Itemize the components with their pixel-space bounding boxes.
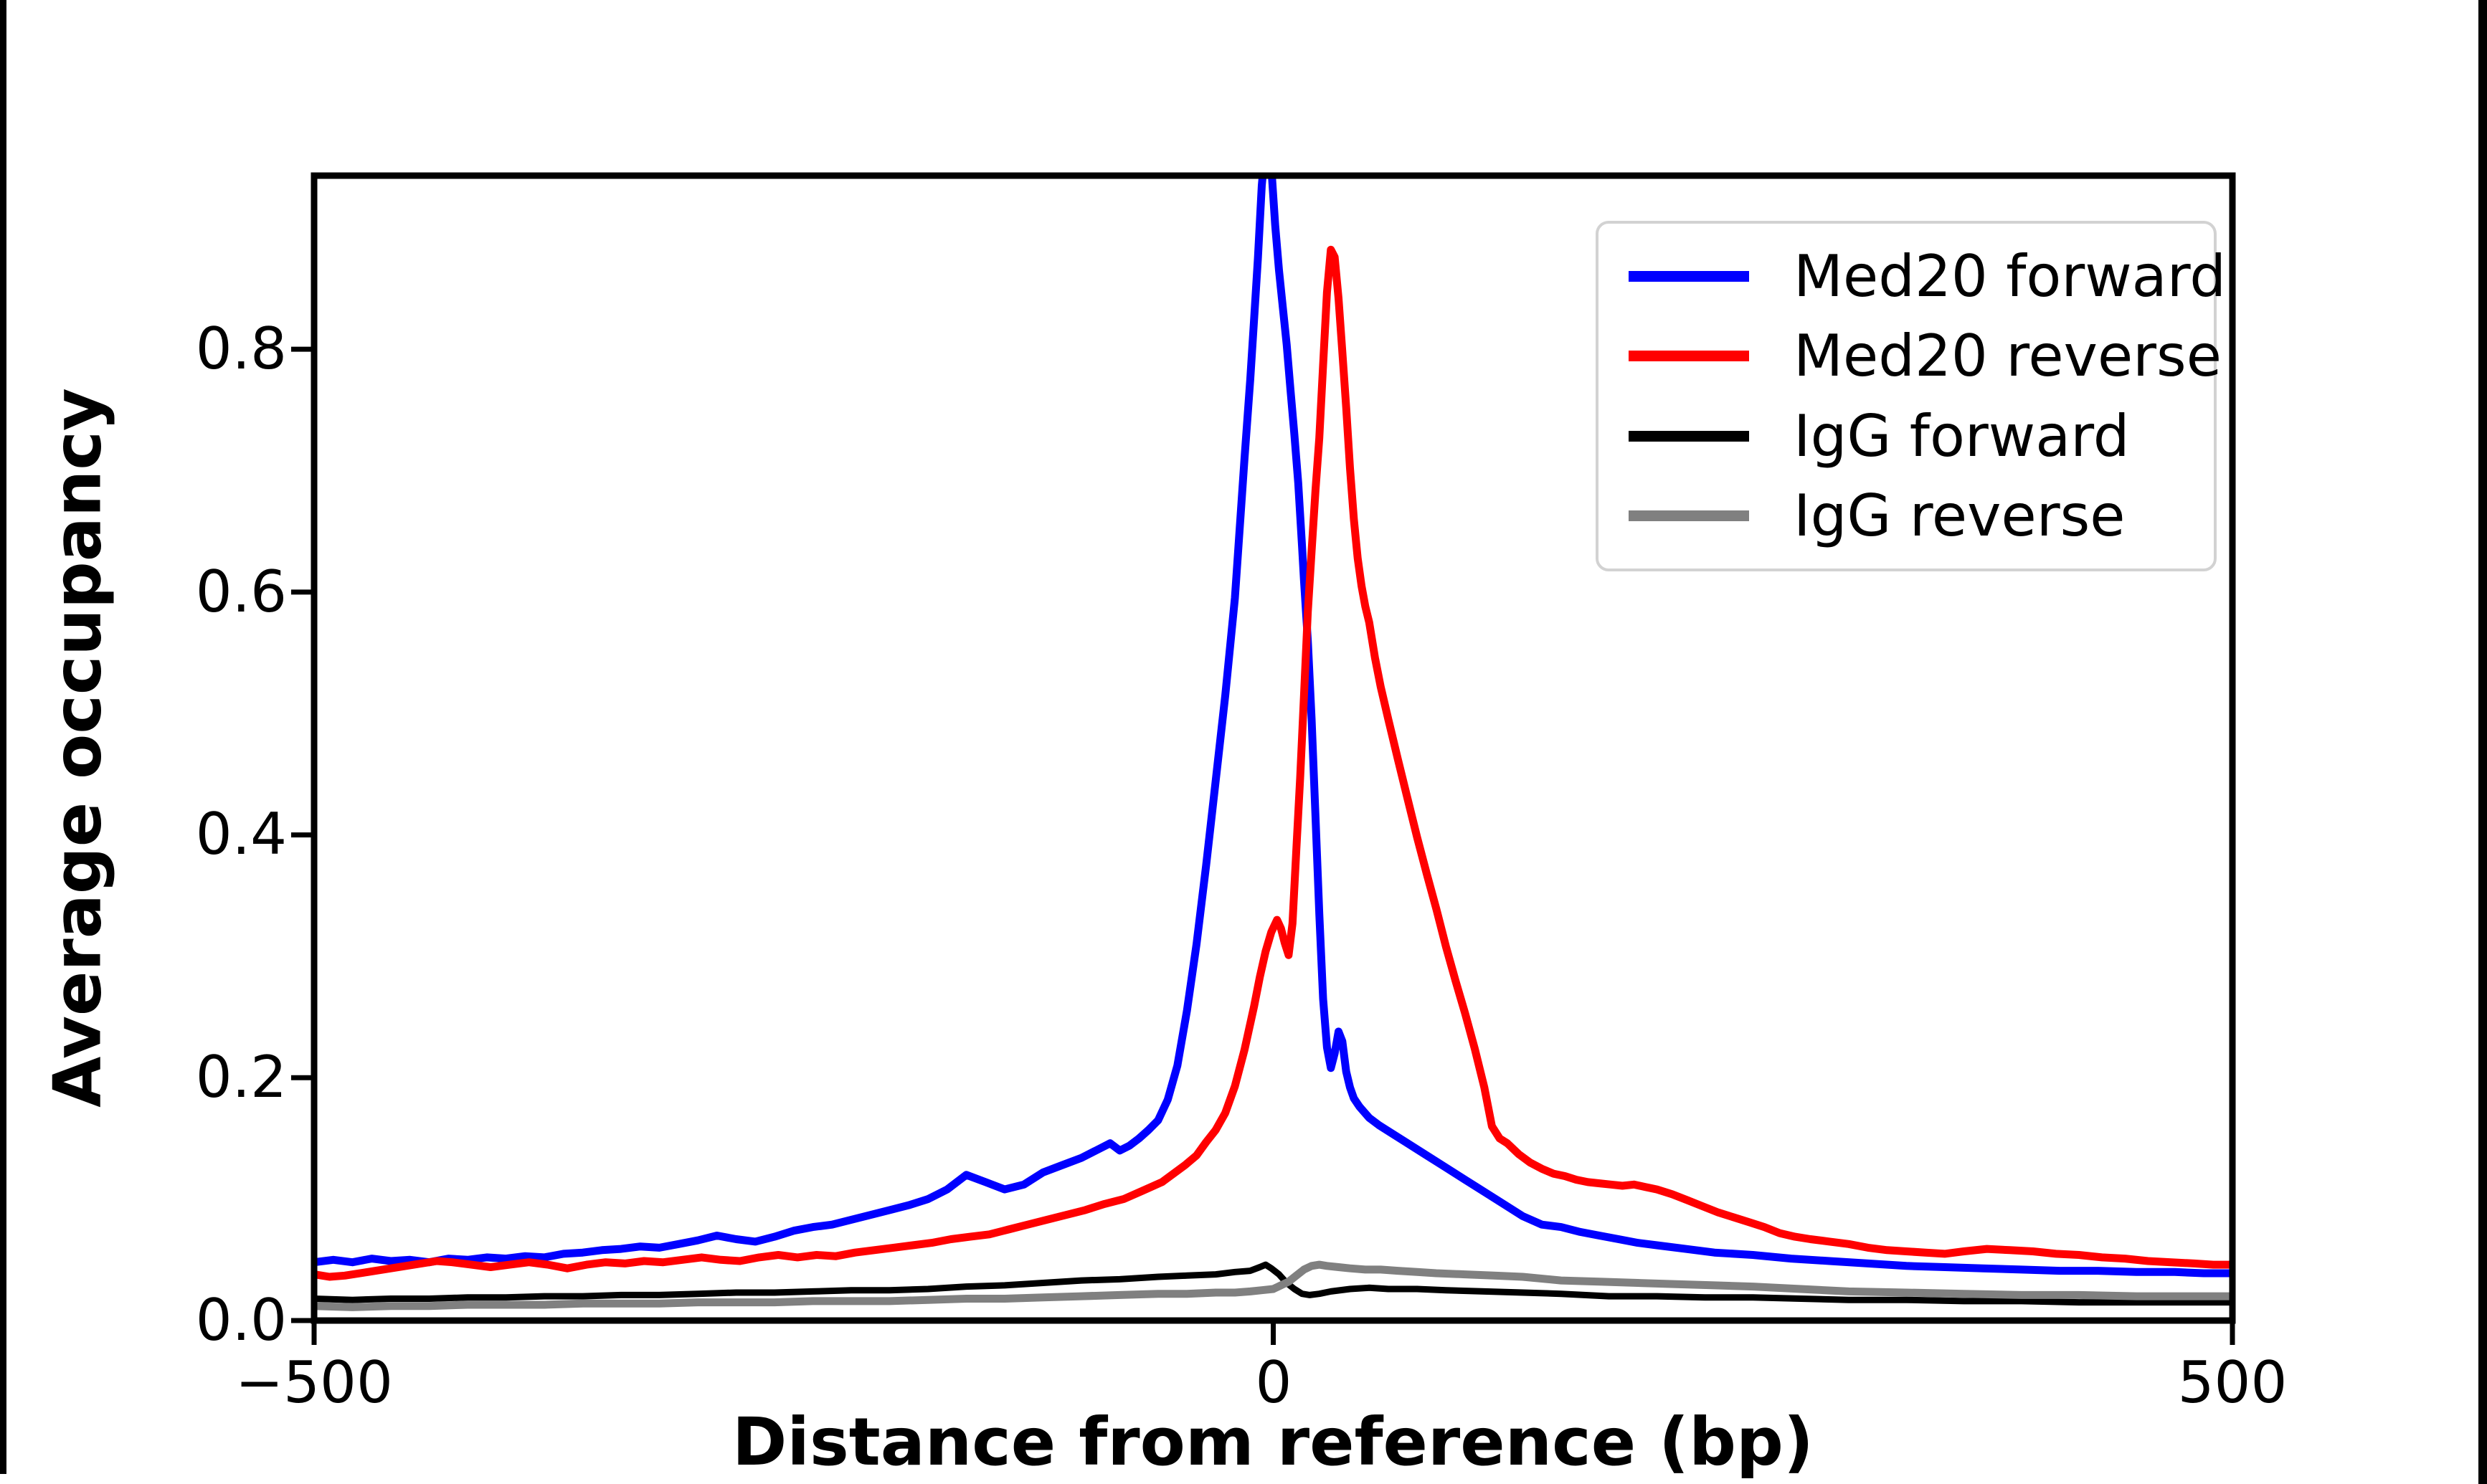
right-border-strip [2478,0,2487,1484]
legend-line-igg-reverse-icon [1629,510,1749,521]
left-border-strip [0,0,6,1474]
x-axis-label: Distance from reference (bp) [732,1404,1814,1480]
x-tick-label-500: 500 [2177,1349,2288,1416]
legend-item-med20-reverse: Med20 reverse [1598,323,2222,389]
y-tick-label-0.0: 0.0 [195,1287,287,1354]
legend: Med20 forward Med20 reverse IgG forward … [1596,221,2226,571]
legend-line-med20-forward-icon [1629,271,1749,282]
legend-label-med20-reverse: Med20 reverse [1794,323,2222,390]
legend-line-igg-forward-icon [1629,430,1749,442]
y-tick-label-0.2: 0.2 [195,1044,287,1110]
legend-label-igg-forward: IgG forward [1794,402,2130,470]
legend-item-med20-forward: Med20 forward [1598,243,2226,310]
legend-label-igg-reverse: IgG reverse [1794,482,2126,549]
legend-line-med20-reverse-icon [1629,351,1749,362]
y-tick-label-0.4: 0.4 [195,801,287,867]
legend-item-igg-reverse: IgG reverse [1598,482,2214,549]
y-tick-label-0.6: 0.6 [195,558,287,625]
legend-label-med20-forward: Med20 forward [1794,243,2226,310]
x-tick-label-0: 0 [1255,1349,1292,1416]
x-tick-label-neg500: −500 [235,1349,393,1416]
legend-item-igg-forward: IgG forward [1598,403,2214,470]
y-tick-label-0.8: 0.8 [195,315,287,382]
y-axis-label: Average occupancy [39,388,116,1108]
